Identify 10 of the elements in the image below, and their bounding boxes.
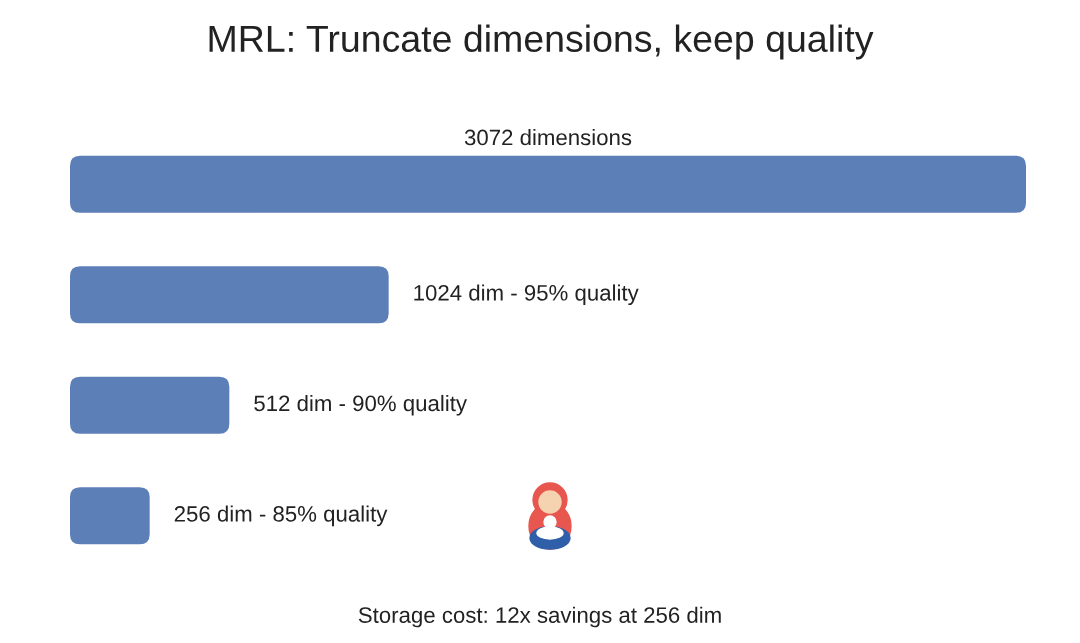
chart-title: MRL: Truncate dimensions, keep quality xyxy=(209,24,874,60)
data-label: 256 dim - 85% quality xyxy=(174,505,388,527)
bar xyxy=(70,487,150,545)
bar xyxy=(70,155,1026,213)
bar xyxy=(70,376,230,434)
text: Storage cost: 12x savings at 256 dim xyxy=(358,606,721,628)
data-label: 3072 dimensions xyxy=(464,129,632,146)
data-label: 1024 dim - 95% quality xyxy=(414,284,639,306)
data-label: 512 dim - 90% quality xyxy=(254,394,467,416)
bar xyxy=(70,266,389,324)
